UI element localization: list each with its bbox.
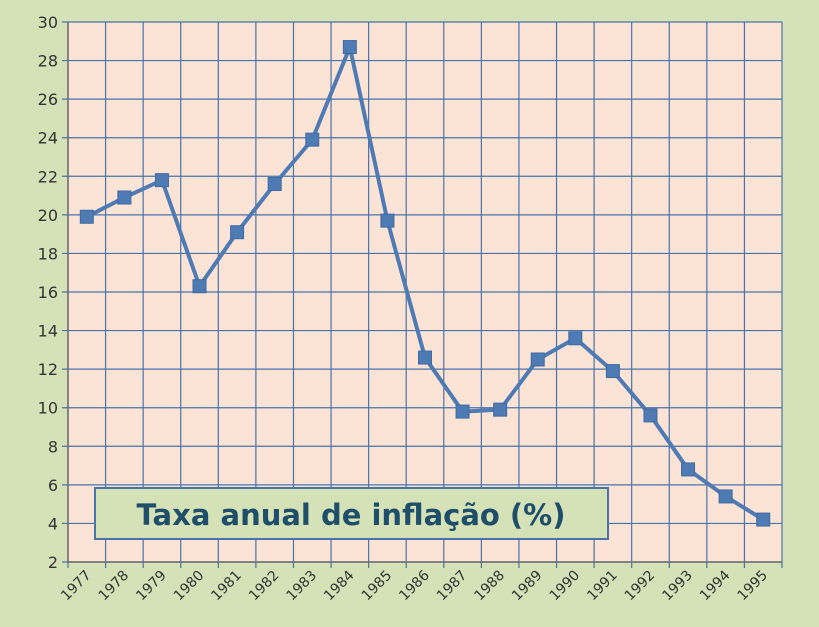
data-point-1990	[568, 331, 583, 346]
y-tick-label-8: 8	[48, 437, 58, 456]
y-tick-label-2: 2	[48, 553, 58, 572]
x-tick-label-1979: 1979	[133, 568, 170, 605]
data-point-1995	[756, 512, 771, 527]
data-point-1984	[342, 40, 357, 55]
x-tick-label-1995: 1995	[735, 568, 772, 605]
x-tick-label-1985: 1985	[359, 568, 396, 605]
data-point-1982	[267, 177, 282, 191]
data-point-1992	[643, 408, 658, 423]
y-tick-label-20: 20	[38, 206, 58, 225]
annotation-box	[94, 487, 609, 540]
data-point-1977	[79, 209, 94, 224]
axes	[67, 22, 782, 563]
data-point-1983	[305, 132, 320, 147]
data-point-1980	[192, 279, 207, 294]
x-tick-label-1990: 1990	[547, 568, 584, 605]
x-tick-label-1988: 1988	[471, 568, 508, 605]
data-point-1993	[681, 462, 696, 477]
vertical-gridlines	[67, 22, 783, 568]
data-point-1994	[718, 489, 733, 504]
x-tick-label-1980: 1980	[171, 568, 208, 605]
y-tick-label-10: 10	[38, 399, 58, 418]
y-tick-label-18: 18	[38, 244, 58, 263]
x-axis-tick-labels: 1977 1978 1979 1980 1981 1982 1983 1984 1985 1986…	[58, 567, 771, 604]
data-point-1991	[605, 364, 620, 379]
data-point-1988	[493, 402, 508, 417]
data-point-1989	[530, 352, 545, 367]
y-tick-label-6: 6	[48, 476, 58, 495]
y-tick-label-22: 22	[38, 167, 58, 186]
horizontal-gridlines	[62, 21, 782, 563]
y-tick-label-14: 14	[38, 322, 58, 341]
y-tick-label-16: 16	[38, 283, 58, 302]
y-tick-label-4: 4	[48, 514, 58, 533]
data-point-1979	[154, 173, 169, 188]
x-tick-label-1991: 1991	[584, 568, 621, 605]
x-tick-label-1993: 1993	[659, 568, 696, 605]
x-tick-label-1992: 1992	[622, 568, 659, 605]
x-tick-label-1989: 1989	[509, 568, 546, 605]
x-tick-label-1983: 1983	[284, 568, 321, 605]
x-tick-label-1994: 1994	[697, 567, 734, 604]
y-tick-label-12: 12	[38, 360, 58, 379]
x-tick-label-1977: 1977	[58, 568, 95, 605]
data-point-1987	[455, 404, 470, 419]
y-tick-label-26: 26	[38, 90, 58, 109]
data-point-1981	[230, 225, 245, 240]
chart-annotation-box: Taxa anual de inflação (%)	[94, 487, 609, 540]
series-group	[79, 40, 771, 527]
annotation-text: Taxa anual de inflação (%)	[137, 498, 566, 532]
x-tick-label-1986: 1986	[396, 567, 433, 604]
x-tick-label-1978: 1978	[96, 568, 133, 605]
data-point-1978	[117, 190, 132, 205]
data-point-1985	[380, 213, 395, 228]
y-tick-label-24: 24	[38, 129, 58, 148]
y-tick-label-28: 28	[38, 52, 58, 71]
data-point-1986	[418, 350, 432, 365]
x-tick-label-1981: 1981	[208, 568, 245, 605]
x-tick-label-1984: 1984	[321, 567, 358, 604]
x-tick-label-1982: 1982	[246, 568, 283, 605]
y-tick-label-30: 30	[38, 13, 58, 32]
x-tick-label-1987: 1987	[434, 568, 471, 605]
